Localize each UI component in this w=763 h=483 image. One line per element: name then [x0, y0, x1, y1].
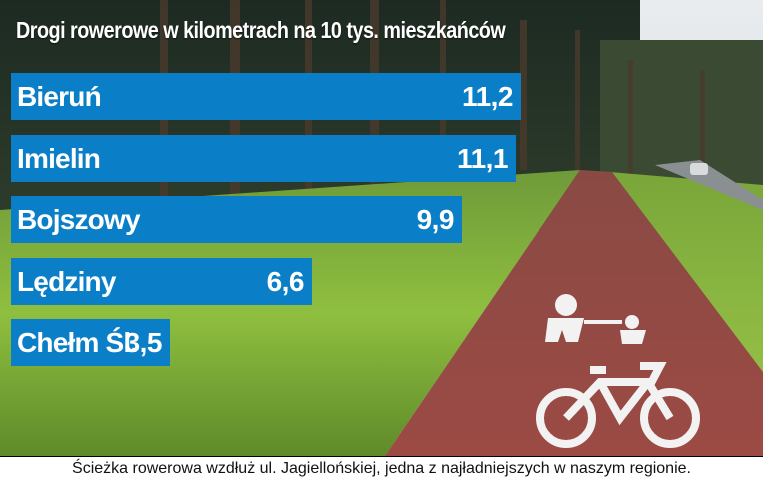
bicycle-sign-icon	[536, 362, 700, 448]
bar: Lędziny 6,6	[11, 258, 312, 305]
bar-value-label: 11,2	[462, 81, 513, 112]
bar-value-label: 6,6	[266, 266, 305, 297]
pedestrian-sign-icon	[545, 294, 646, 344]
bar: Chełm Śl. 3,5	[11, 319, 170, 366]
bar: Bieruń 11,2	[11, 73, 521, 120]
bar-chart: Bieruń 11,2 Imielin 11,1 Bojszowy 9,9 Lędziny 6…	[11, 73, 521, 366]
car	[690, 163, 708, 175]
bar-value-label: 3,5	[124, 327, 163, 358]
bar-label: Imielin	[17, 143, 101, 174]
bar-value-label: 9,9	[416, 204, 455, 235]
bar-label: Bieruń	[17, 81, 102, 112]
bar-label: Bojszowy	[17, 204, 141, 235]
chart-title: Drogi rowerowe w kilometrach na 10 tys. …	[16, 17, 506, 43]
bike-path	[385, 170, 763, 456]
bar: Imielin 11,1	[11, 135, 516, 182]
bar-label: Lędziny	[17, 266, 116, 297]
bar: Bojszowy 9,9	[11, 196, 462, 243]
bar-value-label: 11,1	[457, 143, 508, 174]
photo-caption: Ścieżka rowerowa wzdłuż ul. Jagielloński…	[0, 456, 763, 483]
bar-label: Chełm Śl.	[17, 327, 138, 358]
